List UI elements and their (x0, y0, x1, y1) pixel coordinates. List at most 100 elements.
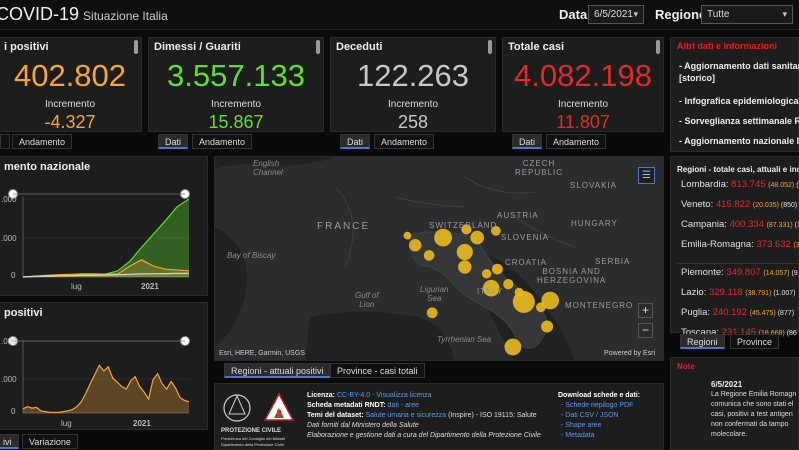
series-area (23, 365, 189, 413)
tab-dati[interactable]: Dati (158, 134, 189, 149)
info-link-infografica[interactable]: - Infografica epidemiologica ISS (679, 96, 799, 106)
map-label-slovakia: SLOVAKIA (570, 181, 617, 190)
map-powered-by[interactable]: Powered by Esri (604, 350, 655, 357)
region-dot[interactable] (482, 279, 500, 297)
region-dot[interactable] (470, 230, 484, 245)
tab-province-casi[interactable]: Province - casi totali (330, 363, 425, 378)
note-line: casi, positivi a test antigen (711, 411, 793, 418)
footer-elaborazione: Elaborazione e gestione dati a cura del … (307, 432, 541, 439)
tab-andamento[interactable]: Andamento (546, 134, 607, 149)
scheda-link[interactable]: dati - aree (387, 402, 420, 409)
tab-dati[interactable]: Dati (512, 134, 543, 149)
region-dot[interactable] (403, 231, 412, 240)
region-row[interactable]: Lazio: 329.118 (38.791) (1.007) (681, 287, 796, 298)
region-dot[interactable] (426, 307, 438, 319)
zoom-out-button[interactable]: − (638, 323, 653, 338)
region-increment: (9 (791, 270, 798, 277)
trend-panel: mento nazionale .000 .000 0 lug 2021 (0, 156, 208, 296)
y-tick: 0 (11, 407, 16, 416)
logo-sub: Presidenza del Consiglio dei Ministri (221, 436, 286, 441)
info-panel: Altri dati e informazioni - Aggiornament… (670, 37, 799, 152)
region-dot[interactable] (504, 338, 522, 356)
region-row[interactable]: Piemonte: 349.807 (14.057) (9 (681, 267, 798, 278)
info-link-dati-sanitari[interactable]: - Aggiornamento dati sanitari (679, 61, 799, 71)
region-dot[interactable] (434, 228, 452, 247)
chevron-down-icon: ▾ (633, 9, 638, 19)
map-label-tyrrhenian: Tyrrhenian Sea (437, 335, 492, 344)
footer-fonte: Dati forniti dal Ministero della Salute (307, 422, 419, 429)
region-dot[interactable] (423, 250, 435, 261)
scrollbar-thumb[interactable] (656, 40, 660, 54)
tab-province[interactable]: Province (730, 334, 780, 349)
region-active: (45.475) (749, 310, 776, 317)
scrollbar-thumb[interactable] (134, 40, 138, 54)
list-icon[interactable]: ☰ (638, 167, 655, 184)
scrollbar-thumb[interactable] (488, 40, 492, 54)
region-dot[interactable] (456, 243, 473, 261)
region-row[interactable]: Lombardia: 813.745 (48.052) (2 (681, 179, 799, 190)
info-link-aggiornamento[interactable]: - Aggiornamento nazionale ISS (679, 136, 799, 146)
region-dot[interactable] (512, 290, 535, 313)
tab-positivi[interactable]: ivi (0, 434, 19, 449)
region-dot[interactable] (541, 320, 554, 333)
region-dot[interactable] (492, 263, 503, 275)
region-dot[interactable] (409, 239, 422, 252)
region-active: (14.057) (763, 270, 790, 277)
kpi-increment-label: Incremento (44, 99, 96, 110)
tab-variazione[interactable]: Variazione (22, 434, 78, 449)
region-label: Regione (655, 7, 707, 22)
kpi-value: 122.263 (356, 58, 470, 93)
region-dot[interactable] (541, 291, 559, 310)
licenza-link[interactable]: CC-BY-4.0 - Visualizza licenza (336, 392, 432, 399)
download-pdf-link[interactable]: - Schede riepilogo PDF (561, 402, 634, 409)
map-label-hungary: HUNGARY (571, 219, 618, 228)
app-title: COVID-19 Situazione Italia (0, 4, 168, 25)
sea-area (215, 227, 247, 347)
tab-dati[interactable]: Dati (340, 134, 371, 149)
tab-andamento[interactable]: Andamento (374, 134, 435, 149)
kpi-totale-casi: Totale casi 4.082.198 Incremento 11.807 (502, 37, 664, 132)
temi-link[interactable]: Salute umana e sicurezza (365, 412, 447, 419)
kpi-deceduti: Deceduti 122.263 Incremento 258 (330, 37, 496, 132)
region-dot[interactable] (503, 279, 514, 290)
region-dot[interactable] (536, 302, 546, 313)
map-label-czech: CZECH REPUBLIC (515, 159, 564, 177)
download-shape-link[interactable]: - Shape aree (561, 422, 602, 429)
region-dot[interactable] (491, 225, 501, 236)
trend-chart (8, 189, 190, 278)
tab-dati[interactable] (0, 134, 10, 149)
region-name: Lazio: (681, 287, 707, 298)
tab-andamento[interactable]: Andamento (12, 134, 73, 149)
date-select[interactable]: 6/5/2021 ▾ (588, 5, 644, 24)
region-dot[interactable] (458, 260, 472, 274)
y-tick: .000 (1, 195, 17, 204)
map-view[interactable]: English Channel CZECH REPUBLIC SLOVAKIA … (214, 156, 664, 361)
region-total: 813.745 (731, 179, 766, 190)
zoom-in-button[interactable]: + (638, 303, 653, 318)
region-row[interactable]: Campania: 400.334 (87.331) (1 (681, 219, 799, 230)
region-select[interactable]: Tutte ▾ (701, 5, 793, 24)
tab-regioni[interactable]: Regioni (680, 334, 725, 349)
download-metadata-link[interactable]: - Metadata (561, 432, 595, 439)
region-row[interactable]: Emilia-Romagna: 373.632 (3 (824) (681, 239, 799, 250)
region-increment: (1 (794, 222, 799, 229)
info-link-sorveglianza[interactable]: - Sorveglianza settimanale Reg (679, 116, 799, 126)
region-dot[interactable] (461, 224, 472, 235)
positivi-title: positivi (4, 307, 43, 319)
region-dot[interactable] (481, 269, 492, 279)
map-canvas[interactable] (215, 157, 664, 361)
region-active: (48.052) (768, 182, 795, 189)
region-row[interactable]: Puglia: 240.192 (45.475) (877) (681, 307, 794, 318)
region-row[interactable]: Toscana: 231.145 (18.668) (86 (681, 327, 797, 338)
tab-regioni-positivi[interactable]: Regioni - attuali positivi (224, 363, 331, 378)
region-row[interactable]: Veneto: 415.822 (20.035) (850) (681, 199, 797, 210)
info-link-storico[interactable]: [storico] (679, 73, 715, 83)
regions-title: Regioni - totale casi, attuali e increm (677, 165, 799, 174)
map-label-bosnia: BOSNIA AND HERZEGOVINA (537, 267, 607, 285)
tab-andamento[interactable]: Andamento (192, 134, 253, 149)
scrollbar-thumb[interactable] (316, 40, 320, 54)
region-active: (87.331) (766, 222, 793, 229)
region-total: 400.334 (729, 219, 764, 230)
download-csv-link[interactable]: - Dati CSV / JSON (561, 412, 619, 419)
temi-rest: (Inspire) - ISO 19115: Salute (448, 412, 537, 419)
